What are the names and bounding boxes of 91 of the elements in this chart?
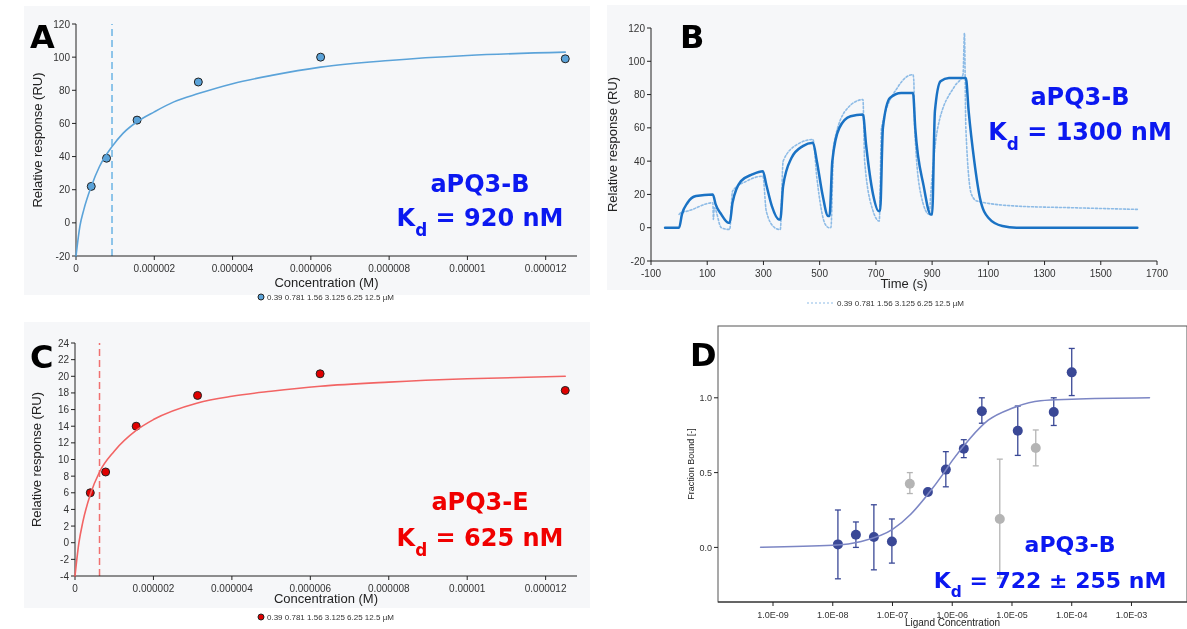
y-tick-label: 0.5 — [699, 467, 712, 478]
x-tick-label: 0.00001 — [449, 263, 486, 274]
annotation: aPQ3-B — [1024, 532, 1116, 557]
point — [193, 77, 203, 87]
y-tick-label: 100 — [53, 51, 71, 63]
x-tick-label: 1.0E-08 — [816, 610, 849, 620]
x-tick-label: 500 — [811, 268, 829, 279]
y-tick-label: 100 — [628, 55, 646, 67]
x-tick-label: 1500 — [1089, 268, 1113, 279]
x-tick-label: 0.000002 — [133, 263, 176, 274]
x-tick-label: 0.000004 — [211, 263, 254, 274]
y-tick-label: 0 — [63, 537, 70, 549]
y-tick-label: 0.0 — [699, 542, 712, 553]
text: D — [690, 336, 717, 374]
x-tick-label: 0 — [73, 263, 80, 274]
y-axis-title: Relative response (RU) — [30, 72, 45, 208]
y-tick-label: -2 — [60, 553, 70, 565]
x-axis-title: Concentration (M) — [274, 275, 379, 290]
x-tick-label: 0.00001 — [449, 583, 486, 594]
x-tick-label: 1100 — [977, 268, 1000, 279]
x-tick-label: 0.000012 — [524, 583, 567, 594]
legend-label: 0.39 0.781 1.56 3.125 6.25 12.5 µM — [837, 299, 965, 308]
text: C — [30, 338, 54, 376]
annotation: B — [680, 18, 705, 56]
y-tick-label: 20 — [633, 188, 646, 200]
annotation: aPQ3-E — [431, 488, 529, 516]
annotation: aPQ3-B — [1030, 83, 1130, 111]
x-tick-label: 1.0E-09 — [757, 610, 789, 620]
x-axis-title: Concentration (M) — [273, 591, 379, 606]
text: A — [30, 18, 55, 56]
x-tick-label: 0.000004 — [211, 583, 254, 594]
x-axis-title: Time (s) — [880, 276, 928, 291]
point — [315, 369, 325, 379]
x-tick-label: 1700 — [1145, 268, 1169, 279]
y-tick-label: 60 — [58, 117, 71, 129]
x-tick-label: 0.000006 — [289, 263, 333, 274]
y-tick-label: 60 — [633, 122, 646, 134]
y-tick-label: 1.0 — [699, 392, 712, 403]
x-tick-label: 1.0E-04 — [1055, 610, 1088, 620]
annotation: K$_{d}$ = 625 nM — [396, 524, 564, 560]
y-tick-label: 24 — [57, 337, 70, 349]
x-tick-label: 1.0E-05 — [996, 610, 1028, 620]
y-tick-label: 2 — [63, 520, 70, 532]
x-tick-label: 0.000012 — [524, 263, 567, 274]
x-tick-label: 900 — [923, 268, 941, 279]
y-tick-label: 120 — [628, 22, 646, 34]
y-tick-label: -4 — [60, 570, 70, 582]
y-tick-label: 40 — [58, 151, 71, 163]
x-tick-label: 700 — [867, 268, 885, 279]
y-tick-label: 4 — [63, 503, 70, 515]
y-axis-title: Relative response (RU) — [605, 76, 620, 213]
y-tick-label: 120 — [53, 18, 71, 30]
x-tick-label: -100 — [640, 268, 662, 279]
point — [193, 390, 203, 400]
point — [316, 52, 326, 62]
legend-label: 0.39 0.781 1.56 3.125 6.25 12.5 µM — [267, 293, 395, 302]
y-tick-label: 14 — [57, 420, 70, 432]
y-tick-label: 20 — [58, 184, 71, 196]
y-tick-label: 6 — [63, 487, 70, 499]
x-tick-label: 300 — [755, 268, 773, 279]
y-tick-label: 0 — [64, 217, 71, 229]
x-tick-label: 1.0E-03 — [1115, 610, 1148, 620]
y-axis-title: Relative response (RU) — [29, 391, 44, 528]
y-tick-label: 80 — [633, 89, 646, 101]
y-tick-label: 8 — [63, 470, 70, 482]
annotation: K$_{d}$ = 920 nM — [396, 204, 564, 240]
y-tick-label: 22 — [57, 354, 70, 366]
y-axis-title: Fraction Bound [-] — [686, 428, 696, 500]
annotation: K$_{d}$ = 1300 nM — [988, 118, 1172, 154]
y-tick-label: 16 — [57, 404, 70, 416]
x-tick-label: 0 — [72, 583, 79, 594]
annotation: aPQ3-B — [430, 170, 530, 198]
x-tick-label: 0.000002 — [132, 583, 175, 594]
y-tick-label: 40 — [633, 155, 646, 167]
y-tick-label: 12 — [57, 437, 70, 449]
point — [560, 385, 570, 395]
x-tick-label: 0.000006 — [289, 583, 332, 594]
y-tick-label: 0 — [639, 222, 646, 234]
x-tick-label: 1300 — [1033, 268, 1057, 279]
y-tick-label: -20 — [55, 250, 71, 262]
y-tick-label: 10 — [57, 454, 70, 465]
y-tick-label: 20 — [57, 370, 70, 382]
y-tick-label: -20 — [630, 255, 646, 267]
legend-label: 0.39 0.781 1.56 3.125 6.25 12.5 µM — [267, 613, 395, 622]
y-tick-label: 18 — [57, 387, 70, 399]
point — [101, 467, 111, 477]
x-tick-label: 0.000008 — [368, 263, 411, 274]
annotation: K$_{d}$ = 722 ± 255 nM — [933, 568, 1167, 601]
y-tick-label: 80 — [58, 84, 71, 96]
x-tick-label: 0.000008 — [367, 583, 411, 594]
point — [560, 54, 570, 64]
